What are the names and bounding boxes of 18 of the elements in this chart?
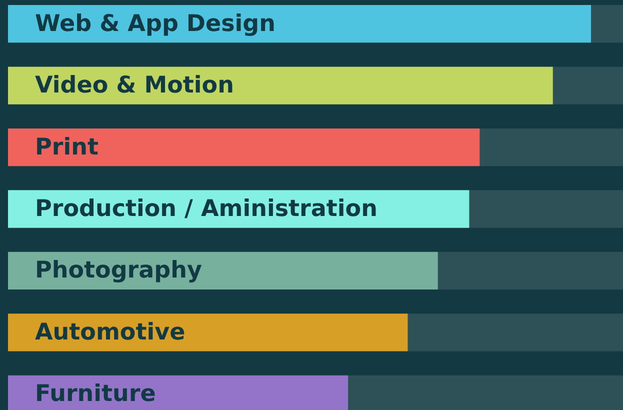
bar [552, 66, 623, 104]
y-tick-label: Furniture [35, 381, 156, 408]
bar [480, 128, 623, 166]
bar [438, 252, 623, 290]
bar [8, 252, 438, 290]
bar [591, 5, 623, 43]
y-tick-label: Production / Aministration [35, 196, 378, 222]
bar [469, 190, 623, 228]
y-tick-label: Automotive [35, 319, 186, 346]
y-tick-label: Web & App Design [35, 10, 276, 37]
bar [8, 5, 592, 43]
bar [8, 128, 480, 166]
y-tick-label: Print [35, 134, 98, 160]
bar [8, 66, 553, 104]
y-tick-label: Photography [35, 258, 202, 284]
y-tick-label: Video & Motion [35, 72, 234, 99]
bar [408, 314, 623, 352]
bar [8, 314, 408, 352]
